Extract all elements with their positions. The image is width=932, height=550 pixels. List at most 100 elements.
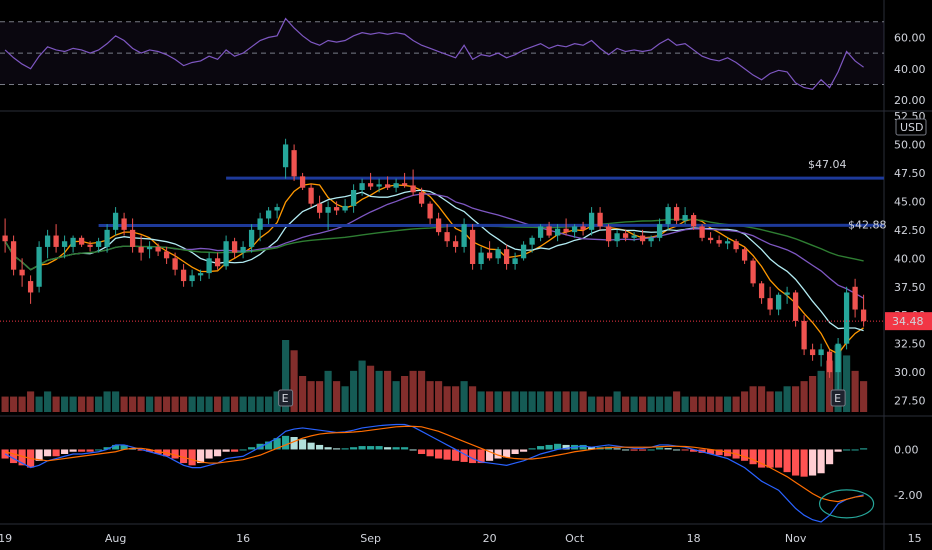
candle-body[interactable] <box>690 215 697 227</box>
candle-body[interactable] <box>36 246 42 287</box>
earnings-marker[interactable] <box>278 389 294 407</box>
candle-body[interactable] <box>70 237 76 247</box>
candle-body[interactable] <box>223 241 229 267</box>
candle-body[interactable] <box>801 320 807 350</box>
candle-body[interactable] <box>401 183 408 186</box>
candle-body[interactable] <box>104 229 110 247</box>
candle-body[interactable] <box>452 241 459 247</box>
candle-body[interactable] <box>852 286 858 310</box>
candle-body[interactable] <box>265 210 272 219</box>
candle-body[interactable] <box>580 226 586 230</box>
candle-body[interactable] <box>257 218 263 230</box>
candle-body[interactable] <box>248 229 255 247</box>
candle-body[interactable] <box>631 235 637 238</box>
candle-body[interactable] <box>95 241 102 247</box>
candle-body[interactable] <box>240 246 246 253</box>
candle-body[interactable] <box>750 260 756 284</box>
candle-body[interactable] <box>78 237 85 245</box>
candle-body[interactable] <box>860 309 867 322</box>
candle-body[interactable] <box>10 241 17 270</box>
candle-body[interactable] <box>359 183 365 190</box>
candle-body[interactable] <box>639 235 646 242</box>
candle-body[interactable] <box>180 269 187 282</box>
candle-body[interactable] <box>435 218 442 233</box>
candle-body[interactable] <box>121 218 127 230</box>
candle-body[interactable] <box>682 215 688 221</box>
candle-body[interactable] <box>384 184 391 188</box>
candle-body[interactable] <box>376 184 382 187</box>
candle-body[interactable] <box>197 273 204 276</box>
candle-body[interactable] <box>350 190 357 206</box>
candle-body[interactable] <box>707 237 714 241</box>
candle-body[interactable] <box>342 205 348 211</box>
candle-body[interactable] <box>469 229 476 264</box>
candle-body[interactable] <box>308 187 314 204</box>
annotation-ellipse[interactable] <box>818 489 875 519</box>
candle-body[interactable] <box>758 283 765 299</box>
candle-body[interactable] <box>112 212 119 230</box>
candle-body[interactable] <box>53 235 59 247</box>
candle-body[interactable] <box>2 235 8 242</box>
candle-body[interactable] <box>784 292 790 295</box>
candle-body[interactable] <box>27 281 34 293</box>
candle-body[interactable] <box>605 226 612 242</box>
candle-body[interactable] <box>274 207 280 211</box>
candle-body[interactable] <box>597 212 603 227</box>
candle-body[interactable] <box>656 224 663 238</box>
candle-body[interactable] <box>665 207 671 225</box>
candle-body[interactable] <box>44 235 51 247</box>
candle-body[interactable] <box>775 294 782 310</box>
candle-body[interactable] <box>316 203 323 213</box>
candle-body[interactable] <box>818 349 824 356</box>
candle-body[interactable] <box>809 349 816 356</box>
candle-body[interactable] <box>214 258 221 267</box>
candle-body[interactable] <box>393 183 399 188</box>
candle-body[interactable] <box>843 292 850 344</box>
candle-body[interactable] <box>146 246 153 250</box>
candle-body[interactable] <box>291 150 297 177</box>
candle-body[interactable] <box>520 244 527 259</box>
candle-body[interactable] <box>554 228 561 236</box>
candle-body[interactable] <box>673 207 680 221</box>
candle-body[interactable] <box>61 241 68 247</box>
candle-body[interactable] <box>189 275 195 282</box>
candle-body[interactable] <box>427 203 433 219</box>
candle-body[interactable] <box>835 343 841 373</box>
candle-body[interactable] <box>622 233 629 238</box>
candle-body[interactable] <box>588 212 595 230</box>
candle-body[interactable] <box>733 241 739 250</box>
candle-body[interactable] <box>741 249 748 261</box>
candle-body[interactable] <box>206 258 212 274</box>
candle-body[interactable] <box>614 233 620 242</box>
candle-body[interactable] <box>19 269 25 276</box>
candle-body[interactable] <box>571 226 578 233</box>
candle-body[interactable] <box>444 232 450 242</box>
candle-body[interactable] <box>537 226 544 238</box>
candle-body[interactable] <box>138 246 144 253</box>
candle-body[interactable] <box>163 251 170 259</box>
candle-body[interactable] <box>418 192 425 204</box>
candle-body[interactable] <box>129 229 136 247</box>
candle-body[interactable] <box>826 351 833 373</box>
earnings-marker[interactable] <box>830 389 846 407</box>
candle-body[interactable] <box>546 226 552 236</box>
candle-body[interactable] <box>529 237 535 245</box>
candle-body[interactable] <box>333 207 340 211</box>
candle-body[interactable] <box>325 207 331 213</box>
candle-body[interactable] <box>724 241 731 244</box>
candle-body[interactable] <box>503 249 510 264</box>
candle-body[interactable] <box>512 258 518 264</box>
candle-body[interactable] <box>495 249 501 259</box>
candle-body[interactable] <box>172 258 178 270</box>
candle-body[interactable] <box>155 246 161 252</box>
candle-body[interactable] <box>486 252 493 259</box>
candle-body[interactable] <box>792 292 799 321</box>
candle-body[interactable] <box>87 244 93 247</box>
candle-body[interactable] <box>563 228 569 233</box>
candle-body[interactable] <box>699 226 705 238</box>
candle-body[interactable] <box>367 183 374 187</box>
candle-body[interactable] <box>478 252 484 264</box>
candle-body[interactable] <box>231 241 238 253</box>
candle-body[interactable] <box>299 176 306 188</box>
